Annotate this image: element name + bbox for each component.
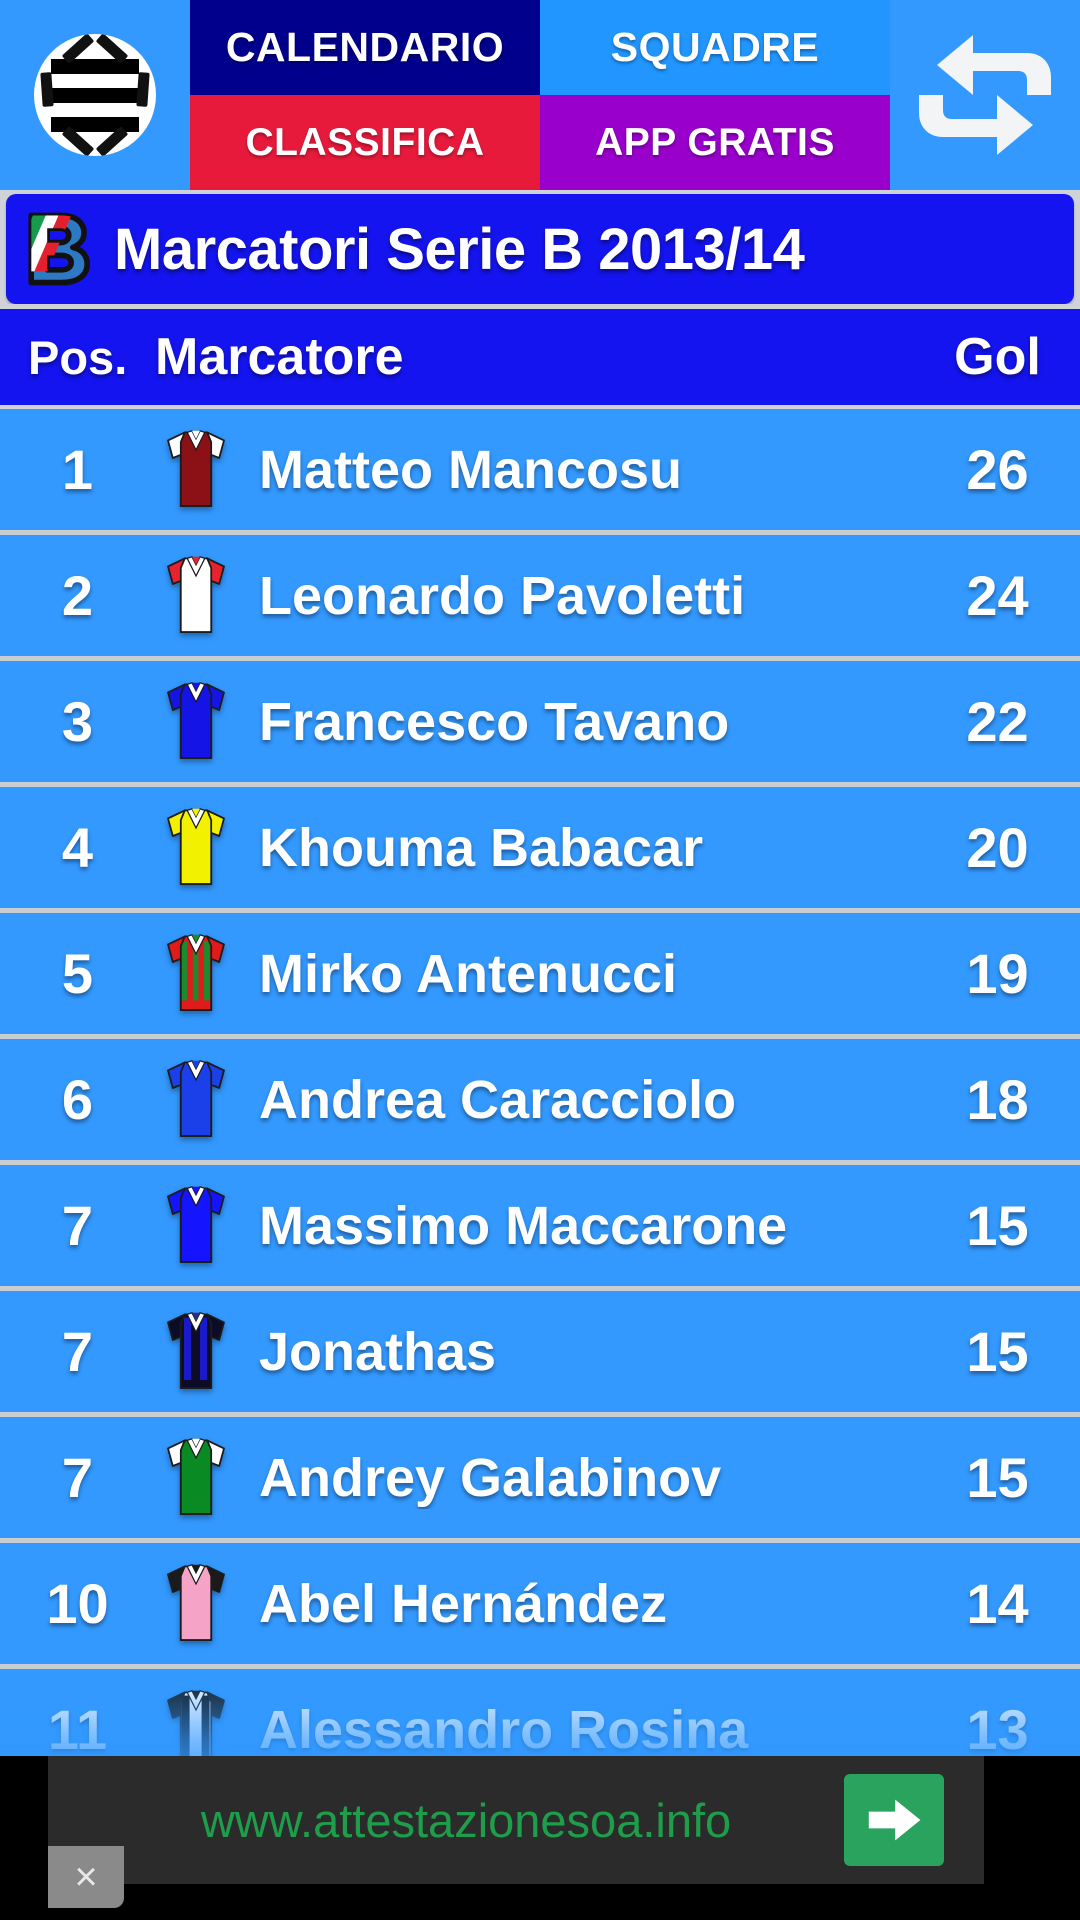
row-position: 3: [61, 690, 94, 753]
ball-seam-4: [136, 72, 150, 107]
row-jersey: [155, 425, 237, 515]
row-goals: 15: [966, 1446, 1029, 1509]
team-jersey-icon: [167, 1311, 225, 1389]
row-goals: 14: [966, 1572, 1029, 1635]
tab-squadre[interactable]: SQUADRE: [540, 0, 890, 95]
hamburger-bar-3: [51, 116, 139, 132]
team-jersey-icon: [167, 681, 225, 759]
table-row[interactable]: 1 Matteo Mancosu 26: [0, 409, 1080, 535]
ad-banner[interactable]: www.attestazionesoa.info: [48, 1756, 984, 1884]
tab-squadre-label: SQUADRE: [610, 24, 820, 70]
column-header-pos: Pos.: [28, 330, 128, 384]
table-row[interactable]: 4 Khouma Babacar 20: [0, 787, 1080, 913]
menu-button[interactable]: [0, 0, 190, 190]
swap-arrows-icon[interactable]: [910, 20, 1060, 170]
ad-cta-button[interactable]: [844, 1774, 944, 1866]
row-player-name: Jonathas: [259, 1321, 497, 1382]
page-title-banner: Marcatori Serie B 2013/14: [6, 194, 1074, 304]
row-goals: 13: [966, 1698, 1029, 1761]
row-jersey: [155, 1181, 237, 1271]
soccer-ball-menu-icon[interactable]: [34, 34, 156, 156]
table-row[interactable]: 2 Leonardo Pavoletti 24: [0, 535, 1080, 661]
table-row[interactable]: 5 Mirko Antenucci 19: [0, 913, 1080, 1039]
refresh-button[interactable]: [890, 0, 1080, 190]
row-position: 10: [46, 1572, 109, 1635]
row-player-name: Francesco Tavano: [259, 691, 730, 752]
row-player-name: Leonardo Pavoletti: [259, 565, 746, 626]
row-player-name: Khouma Babacar: [259, 817, 704, 878]
title-bar-wrapper: Marcatori Serie B 2013/14: [0, 190, 1080, 304]
row-goals: 18: [966, 1068, 1029, 1131]
table-row[interactable]: 3 Francesco Tavano 22: [0, 661, 1080, 787]
row-jersey: [155, 929, 237, 1019]
team-jersey-icon: [167, 1563, 225, 1641]
team-jersey-icon: [167, 807, 225, 885]
row-goals: 24: [966, 564, 1029, 627]
table-row[interactable]: 10 Abel Hernández 14: [0, 1543, 1080, 1669]
row-player-name: Alessandro Rosina: [259, 1699, 749, 1760]
arrow-right-icon: [868, 1799, 921, 1841]
row-jersey: [155, 551, 237, 641]
top-bar: CALENDARIO SQUADRE CLASSIFICA APP GRATIS: [0, 0, 1080, 190]
row-player-name: Mirko Antenucci: [259, 943, 678, 1004]
row-position: 5: [61, 942, 94, 1005]
scorers-table[interactable]: 1 Matteo Mancosu 26 2 Leonardo Pavoletti …: [0, 409, 1080, 1795]
tab-calendario-label: CALENDARIO: [225, 24, 505, 70]
row-goals: 26: [966, 438, 1029, 501]
row-player-name: Abel Hernández: [259, 1573, 668, 1634]
ad-close-button[interactable]: ×: [48, 1846, 124, 1908]
ball-seam-3: [40, 72, 54, 107]
team-jersey-icon: [167, 1059, 225, 1137]
row-jersey: [155, 677, 237, 767]
ad-bottom-filler: [0, 1884, 1080, 1920]
row-goals: 15: [966, 1194, 1029, 1257]
row-position: 7: [61, 1320, 94, 1383]
hamburger-bar-1: [51, 58, 139, 74]
nav-tabs: CALENDARIO SQUADRE CLASSIFICA APP GRATIS: [190, 0, 890, 190]
row-position: 2: [61, 564, 94, 627]
row-jersey: [155, 803, 237, 893]
table-row[interactable]: 7 Andrey Galabinov 15: [0, 1417, 1080, 1543]
row-goals: 19: [966, 942, 1029, 1005]
table-row[interactable]: 6 Andrea Caracciolo 18: [0, 1039, 1080, 1165]
tab-classifica[interactable]: CLASSIFICA: [190, 95, 540, 190]
column-header-name: Marcatore: [155, 328, 404, 386]
row-position: 7: [61, 1194, 94, 1257]
table-row[interactable]: 7 Jonathas 15: [0, 1291, 1080, 1417]
tab-app-gratis[interactable]: APP GRATIS: [540, 95, 890, 190]
row-goals: 20: [966, 816, 1029, 879]
row-position: 6: [61, 1068, 94, 1131]
row-jersey: [155, 1433, 237, 1523]
table-column-header: Pos. Marcatore Gol: [0, 304, 1080, 409]
team-jersey-icon: [167, 1437, 225, 1515]
page-title: Marcatori Serie B 2013/14: [114, 216, 805, 282]
tab-app-gratis-label: APP GRATIS: [595, 120, 835, 164]
column-header-goals: Gol: [954, 328, 1041, 386]
row-player-name: Andrea Caracciolo: [259, 1069, 737, 1130]
tab-calendario[interactable]: CALENDARIO: [190, 0, 540, 95]
row-player-name: Andrey Galabinov: [259, 1447, 722, 1508]
row-position: 4: [61, 816, 94, 879]
row-player-name: Matteo Mancosu: [259, 439, 683, 500]
team-jersey-icon: [167, 933, 225, 1011]
ad-url-text[interactable]: www.attestazionesoa.info: [200, 1793, 732, 1847]
row-goals: 22: [966, 690, 1029, 753]
team-jersey-icon: [167, 429, 225, 507]
team-jersey-icon: [167, 555, 225, 633]
row-jersey: [155, 1559, 237, 1649]
serie-b-logo: [28, 212, 90, 286]
row-jersey: [155, 1307, 237, 1397]
team-jersey-icon: [167, 1185, 225, 1263]
close-icon: ×: [74, 1855, 98, 1899]
row-jersey: [155, 1055, 237, 1145]
row-position: 1: [61, 438, 94, 501]
row-position: 11: [47, 1698, 108, 1761]
row-position: 7: [61, 1446, 94, 1509]
row-player-name: Massimo Maccarone: [259, 1195, 788, 1256]
table-row[interactable]: 7 Massimo Maccarone 15: [0, 1165, 1080, 1291]
tab-classifica-label: CLASSIFICA: [245, 120, 485, 164]
row-goals: 15: [966, 1320, 1029, 1383]
hamburger-bar-2: [51, 87, 139, 103]
